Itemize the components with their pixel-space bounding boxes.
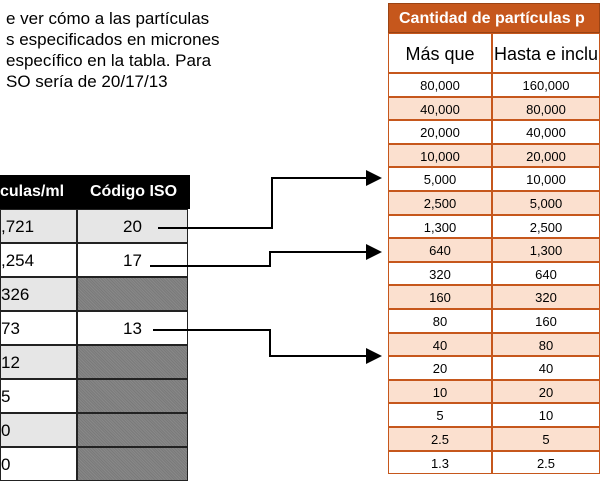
intro-line: SO sería de 20/17/13 xyxy=(6,72,168,91)
left-cell-count: ,254 xyxy=(0,243,77,277)
intro-text: e ver cómo a las partículas s especificad… xyxy=(6,8,220,92)
right-cell-up-to: 40,000 xyxy=(492,120,600,144)
right-cell-up-to: 20,000 xyxy=(492,144,600,167)
right-cell-more-than: 20,000 xyxy=(388,120,492,144)
right-cell-more-than: 10,000 xyxy=(388,144,492,167)
right-cell-up-to: 5,000 xyxy=(492,191,600,215)
right-cell-up-to: 20 xyxy=(492,380,600,403)
right-cell-up-to: 2.5 xyxy=(492,451,600,474)
left-cell-iso: 13 xyxy=(77,311,188,345)
right-cell-up-to: 160,000 xyxy=(492,73,600,97)
left-cell-count: 326 xyxy=(0,277,77,311)
right-cell-up-to: 2,500 xyxy=(492,215,600,238)
right-header-up-to: Hasta e inclu xyxy=(492,33,600,73)
right-cell-more-than: 5 xyxy=(388,403,492,427)
left-cell-iso: 17 xyxy=(77,243,188,277)
intro-line: específico en la tabla. Para xyxy=(6,51,212,70)
left-cell-count: 5 xyxy=(0,379,77,413)
right-cell-more-than: 10 xyxy=(388,380,492,403)
right-cell-up-to: 160 xyxy=(492,309,600,333)
left-cell-count: ,721 xyxy=(0,209,77,243)
left-cell-iso xyxy=(77,413,188,447)
left-header-count: culas/ml xyxy=(0,175,77,209)
left-cell-iso xyxy=(77,379,188,413)
right-cell-more-than: 320 xyxy=(388,262,492,285)
left-cell-iso xyxy=(77,277,188,311)
intro-line: e ver cómo a las partículas xyxy=(6,9,210,28)
right-cell-more-than: 160 xyxy=(388,285,492,309)
arrow-iso-20 xyxy=(158,170,382,229)
right-cell-up-to: 320 xyxy=(492,285,600,309)
right-cell-more-than: 40 xyxy=(388,333,492,356)
right-cell-more-than: 5,000 xyxy=(388,167,492,191)
right-cell-more-than: 80 xyxy=(388,309,492,333)
left-cell-iso xyxy=(77,447,188,481)
intro-line: s especificados en micrones xyxy=(6,30,220,49)
left-cell-count: 0 xyxy=(0,413,77,447)
right-table-title: Cantidad de partículas p xyxy=(388,3,600,33)
right-cell-more-than: 1,300 xyxy=(388,215,492,238)
right-cell-up-to: 80 xyxy=(492,333,600,356)
right-cell-up-to: 80,000 xyxy=(492,97,600,120)
right-cell-more-than: 2,500 xyxy=(388,191,492,215)
right-cell-up-to: 5 xyxy=(492,427,600,451)
right-cell-more-than: 640 xyxy=(388,238,492,262)
right-cell-up-to: 640 xyxy=(492,262,600,285)
left-cell-iso: 20 xyxy=(77,209,188,243)
right-cell-more-than: 20 xyxy=(388,356,492,380)
right-cell-more-than: 2.5 xyxy=(388,427,492,451)
right-cell-more-than: 40,000 xyxy=(388,97,492,120)
right-cell-more-than: 80,000 xyxy=(388,73,492,97)
right-cell-up-to: 10 xyxy=(492,403,600,427)
right-header-more-than: Más que xyxy=(388,33,492,73)
right-cell-up-to: 10,000 xyxy=(492,167,600,191)
left-header-iso: Código ISO xyxy=(77,175,190,209)
right-cell-up-to: 1,300 xyxy=(492,238,600,262)
right-cell-more-than: 1.3 xyxy=(388,451,492,474)
left-cell-iso xyxy=(77,345,188,379)
left-cell-count: 12 xyxy=(0,345,77,379)
left-cell-count: 0 xyxy=(0,447,77,481)
right-cell-up-to: 40 xyxy=(492,356,600,380)
left-cell-count: 73 xyxy=(0,311,77,345)
